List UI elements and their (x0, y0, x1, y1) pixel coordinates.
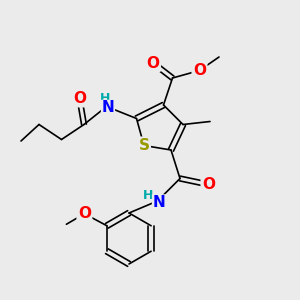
Text: S: S (139, 138, 149, 153)
Text: H: H (100, 92, 110, 105)
Text: O: O (73, 91, 86, 106)
Text: O: O (193, 63, 206, 78)
Text: O: O (202, 177, 215, 192)
Text: O: O (146, 56, 160, 70)
Text: H: H (143, 189, 154, 202)
Text: O: O (78, 206, 91, 221)
Text: N: N (102, 100, 114, 116)
Text: N: N (153, 195, 165, 210)
